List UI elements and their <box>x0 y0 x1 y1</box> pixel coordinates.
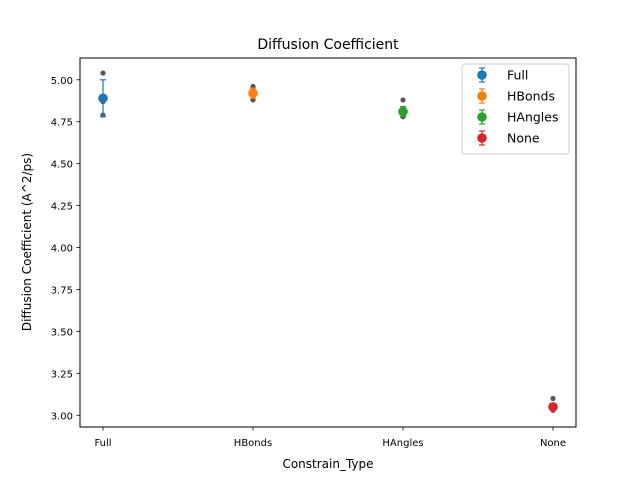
sample-point <box>100 70 106 76</box>
legend-label: None <box>507 131 540 146</box>
y-tick-label: 3.25 <box>51 369 73 380</box>
chart-title: Diffusion Coefficient <box>257 37 399 53</box>
x-tick-label: HAngles <box>382 438 423 449</box>
legend-label: HAngles <box>507 110 558 125</box>
legend: Full HBonds HAngles None <box>461 63 570 155</box>
x-tick-label: HBonds <box>234 438 272 449</box>
legend-marker <box>477 133 487 143</box>
y-axis-label: Diffusion Coefficient (A^2/ps) <box>20 153 34 331</box>
mean-point <box>248 88 258 99</box>
y-tick-label: 4.75 <box>51 118 73 129</box>
y-tick-label: 5.00 <box>51 76 73 87</box>
y-axis: 3.00 3.25 3.50 3.75 4.00 4.25 4.50 4.75 5.00 <box>51 76 80 422</box>
x-axis-label: Constrain_Type <box>282 457 373 471</box>
mean-point <box>98 93 108 104</box>
sample-point <box>550 395 556 402</box>
axes-frame <box>79 57 577 428</box>
sample-point <box>400 97 406 103</box>
y-tick-label: 4.50 <box>51 160 73 171</box>
legend-label: Full <box>507 68 528 83</box>
legend-box <box>461 63 570 155</box>
legend-marker <box>477 112 487 122</box>
mean-point <box>548 402 558 412</box>
y-tick-label: 3.00 <box>51 411 73 422</box>
y-tick-label: 3.50 <box>51 327 73 338</box>
y-tick-label: 3.75 <box>51 285 73 296</box>
x-tick-label: Full <box>94 438 111 449</box>
plot-area <box>98 70 558 413</box>
legend-label: HBonds <box>507 89 555 104</box>
x-tick-label: None <box>540 438 566 449</box>
y-tick-label: 4.00 <box>51 244 73 255</box>
legend-marker <box>477 91 487 101</box>
x-axis: Full HBonds HAngles None <box>94 427 566 449</box>
legend-marker <box>477 70 487 80</box>
y-tick-label: 4.25 <box>51 202 73 213</box>
mean-point <box>398 106 408 117</box>
